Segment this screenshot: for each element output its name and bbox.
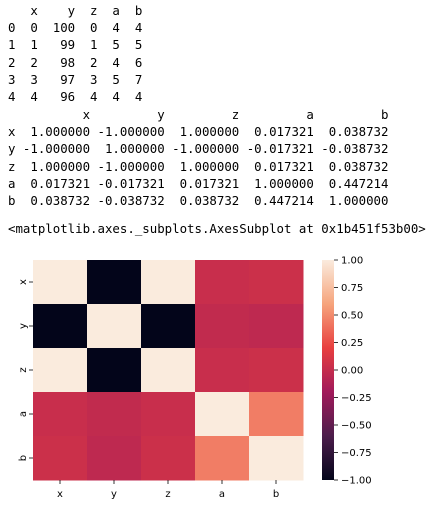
- x-tick-label: z: [165, 489, 170, 500]
- colorbar-ticks: 1.00 0.75 0.50 0.25 0.00 −0.25 −0.50 −0.75 −1.00: [334, 256, 372, 487]
- heatmap-cell-z-z: [141, 348, 196, 393]
- colorbar-tick-label: 0.00: [341, 366, 363, 377]
- heatmap-cell-z-x: [33, 348, 88, 393]
- colorbar: [322, 260, 334, 480]
- heatmap-cell-b-z: [141, 436, 196, 481]
- x-tick-label: b: [273, 489, 279, 500]
- x-tick-label: y: [111, 489, 117, 500]
- y-tick-label: a: [18, 411, 29, 417]
- colorbar-tick-label: −1.00: [341, 476, 372, 487]
- y-tick-labels: x y z a b: [18, 279, 33, 461]
- heatmap-cells: [33, 260, 304, 481]
- heatmap-cell-a-z: [141, 392, 196, 437]
- colorbar-tick-label: 0.50: [341, 311, 363, 322]
- axes-repr-output: <matplotlib.axes._subplots.AxesSubplot a…: [8, 221, 426, 236]
- y-tick-label: b: [18, 455, 29, 461]
- heatmap-cell-z-b: [249, 348, 304, 393]
- correlation-heatmap: x y z a b x y z a b 1.00 0.75 0.50 0.25 0.00 −0.25 −0.…: [18, 256, 372, 501]
- heatmap-cell-a-y: [87, 392, 142, 437]
- y-tick-label: x: [18, 279, 29, 285]
- y-tick-label: y: [18, 323, 29, 329]
- heatmap-cell-y-y: [87, 304, 142, 349]
- heatmap-cell-y-x: [33, 304, 88, 349]
- heatmap-cell-x-y: [87, 260, 142, 305]
- heatmap-cell-x-x: [33, 260, 88, 305]
- heatmap-cell-y-b: [249, 304, 304, 349]
- heatmap-cell-b-b: [249, 436, 304, 481]
- heatmap-cell-a-a: [195, 392, 250, 437]
- dataframe-output: x y z a b 0 0 100 0 4 4 1 1 99 1 5 5 2 2…: [8, 3, 143, 105]
- colorbar-tick-label: 1.00: [341, 256, 363, 267]
- colorbar-tick-label: −0.75: [341, 448, 372, 459]
- heatmap-cell-z-y: [87, 348, 142, 393]
- x-tick-label: a: [219, 489, 225, 500]
- heatmap-cell-b-x: [33, 436, 88, 481]
- heatmap-cell-a-x: [33, 392, 88, 437]
- y-tick-label: z: [18, 367, 29, 372]
- heatmap-cell-a-b: [249, 392, 304, 437]
- heatmap-cell-x-b: [249, 260, 304, 305]
- heatmap-cell-x-z: [141, 260, 196, 305]
- correlation-matrix-output: x y z a b x 1.000000 -1.000000 1.000000 …: [8, 107, 389, 209]
- heatmap-cell-b-a: [195, 436, 250, 481]
- x-tick-label: x: [57, 489, 63, 500]
- colorbar-tick-label: 0.25: [341, 338, 363, 349]
- heatmap-cell-z-a: [195, 348, 250, 393]
- colorbar-tick-label: −0.50: [341, 421, 372, 432]
- heatmap-cell-y-z: [141, 304, 196, 349]
- heatmap-cell-x-a: [195, 260, 250, 305]
- colorbar-tick-label: 0.75: [341, 283, 363, 294]
- colorbar-tick-label: −0.25: [341, 393, 372, 404]
- heatmap-cell-y-a: [195, 304, 250, 349]
- heatmap-cell-b-y: [87, 436, 142, 481]
